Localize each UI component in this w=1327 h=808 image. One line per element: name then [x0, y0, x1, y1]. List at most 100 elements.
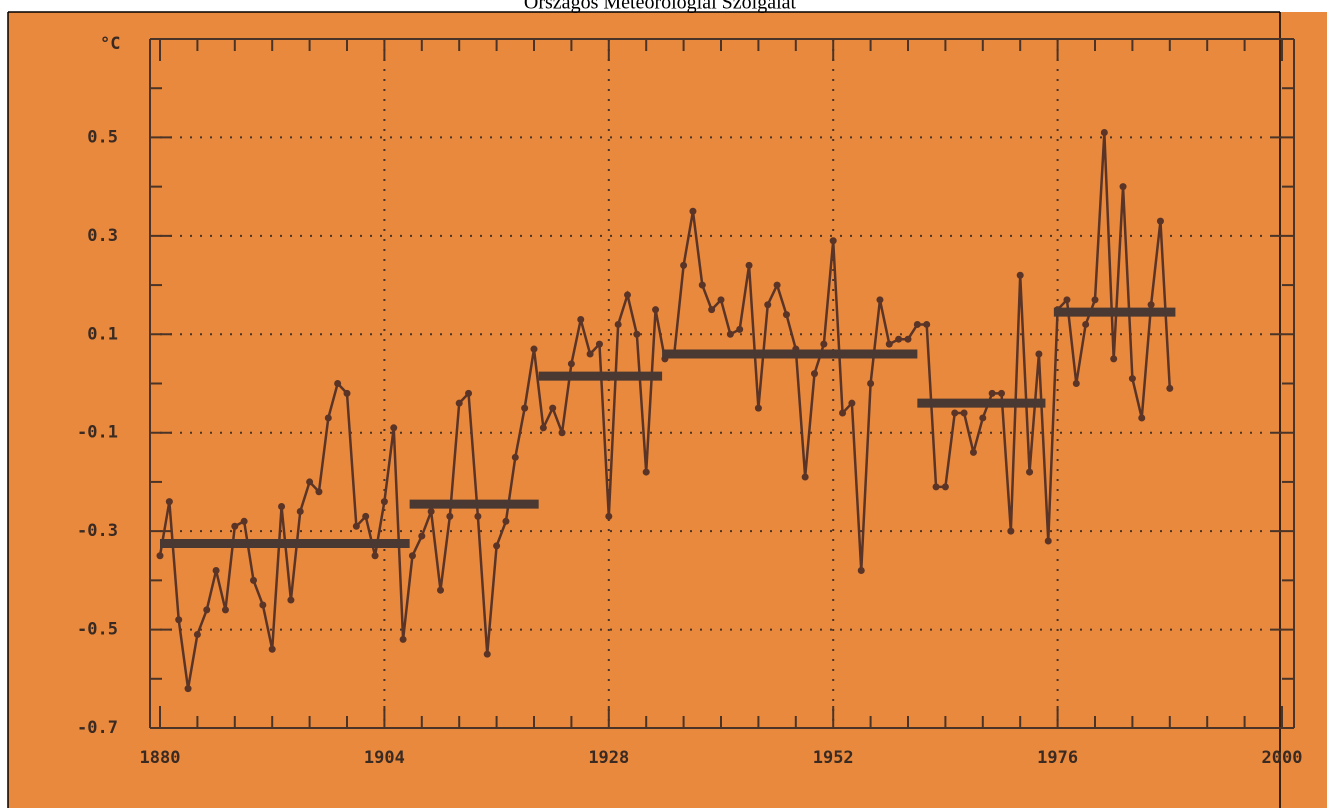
y-tick-label: 0.3: [87, 226, 118, 246]
data-point: [521, 404, 529, 412]
x-tick-label: 1952: [813, 748, 854, 768]
data-point: [408, 552, 416, 560]
data-point: [1091, 296, 1099, 304]
data-point: [380, 498, 388, 506]
data-point: [268, 645, 276, 653]
data-point: [941, 483, 949, 491]
data-point: [867, 380, 875, 387]
data-point: [567, 360, 575, 368]
data-point: [1156, 217, 1164, 225]
data-point: [1119, 183, 1127, 191]
data-point: [1082, 320, 1090, 328]
data-point: [754, 404, 762, 412]
x-tick-label: 1928: [588, 748, 629, 768]
data-point: [829, 237, 837, 245]
data-point: [605, 512, 613, 520]
data-point: [549, 404, 557, 412]
data-point: [334, 380, 342, 387]
data-point: [352, 522, 360, 530]
data-point: [184, 685, 192, 693]
data-point: [988, 389, 996, 397]
data-point: [287, 596, 295, 604]
y-tick-label: 0.5: [87, 127, 118, 147]
data-point: [324, 414, 332, 422]
data-point: [595, 340, 603, 348]
y-tick-label: -0.1: [77, 423, 118, 443]
data-point: [427, 507, 435, 515]
data-point: [726, 330, 734, 338]
data-point: [904, 335, 912, 343]
data-point: [932, 483, 940, 491]
data-point: [839, 409, 847, 417]
data-point: [689, 207, 697, 215]
data-point: [390, 424, 398, 432]
data-point: [483, 650, 491, 658]
data-point: [876, 296, 884, 304]
data-point: [474, 512, 482, 520]
data-point: [465, 389, 473, 397]
data-point: [680, 261, 688, 269]
data-point: [175, 616, 183, 624]
data-point: [399, 635, 407, 643]
data-point: [782, 311, 790, 319]
data-point: [857, 567, 865, 575]
data-point: [446, 512, 454, 520]
data-point: [951, 409, 959, 417]
data-point: [306, 478, 314, 486]
data-point: [231, 522, 239, 530]
data-point: [1138, 414, 1146, 422]
data-point: [577, 316, 585, 324]
data-point: [923, 320, 931, 328]
data-point: [1100, 129, 1108, 137]
data-point: [773, 281, 781, 289]
data-point: [642, 468, 650, 476]
data-point: [511, 453, 519, 461]
data-point: [259, 601, 267, 609]
y-axis-label: °C: [100, 34, 120, 54]
data-point: [1035, 350, 1043, 358]
data-point: [1166, 384, 1174, 392]
data-point: [530, 345, 538, 353]
data-point: [165, 498, 173, 506]
data-point: [418, 532, 426, 540]
data-point: [193, 630, 201, 638]
y-tick-label: 0.1: [87, 324, 118, 344]
x-tick-label: 1880: [140, 748, 181, 768]
data-point: [1072, 380, 1080, 387]
chart-background: [8, 12, 1327, 808]
data-point: [1044, 537, 1052, 545]
data-point: [717, 296, 725, 304]
data-point: [502, 517, 510, 525]
data-point: [1016, 271, 1024, 279]
data-point: [885, 340, 893, 348]
data-point: [801, 473, 809, 481]
data-point: [586, 350, 594, 358]
data-point: [624, 291, 631, 299]
data-point: [240, 517, 248, 525]
data-point: [156, 552, 164, 560]
y-tick-label: -0.3: [77, 521, 118, 541]
data-point: [315, 488, 323, 496]
data-point: [848, 399, 856, 407]
x-tick-label: 1976: [1037, 748, 1078, 768]
data-point: [1110, 355, 1118, 363]
data-point: [221, 606, 229, 614]
data-point: [558, 429, 566, 437]
data-point: [698, 281, 706, 289]
data-point: [539, 424, 547, 432]
data-point: [362, 512, 370, 520]
data-point: [1063, 296, 1071, 304]
data-point: [969, 448, 977, 456]
data-point: [895, 335, 903, 343]
data-point: [278, 503, 286, 511]
data-point: [493, 542, 501, 550]
data-point: [1007, 527, 1015, 535]
data-point: [1026, 468, 1034, 476]
data-point: [708, 306, 716, 314]
data-point: [979, 414, 987, 422]
y-tick-label: -0.7: [77, 718, 118, 738]
data-point: [652, 306, 660, 314]
data-point: [960, 409, 968, 417]
data-point: [811, 370, 818, 378]
